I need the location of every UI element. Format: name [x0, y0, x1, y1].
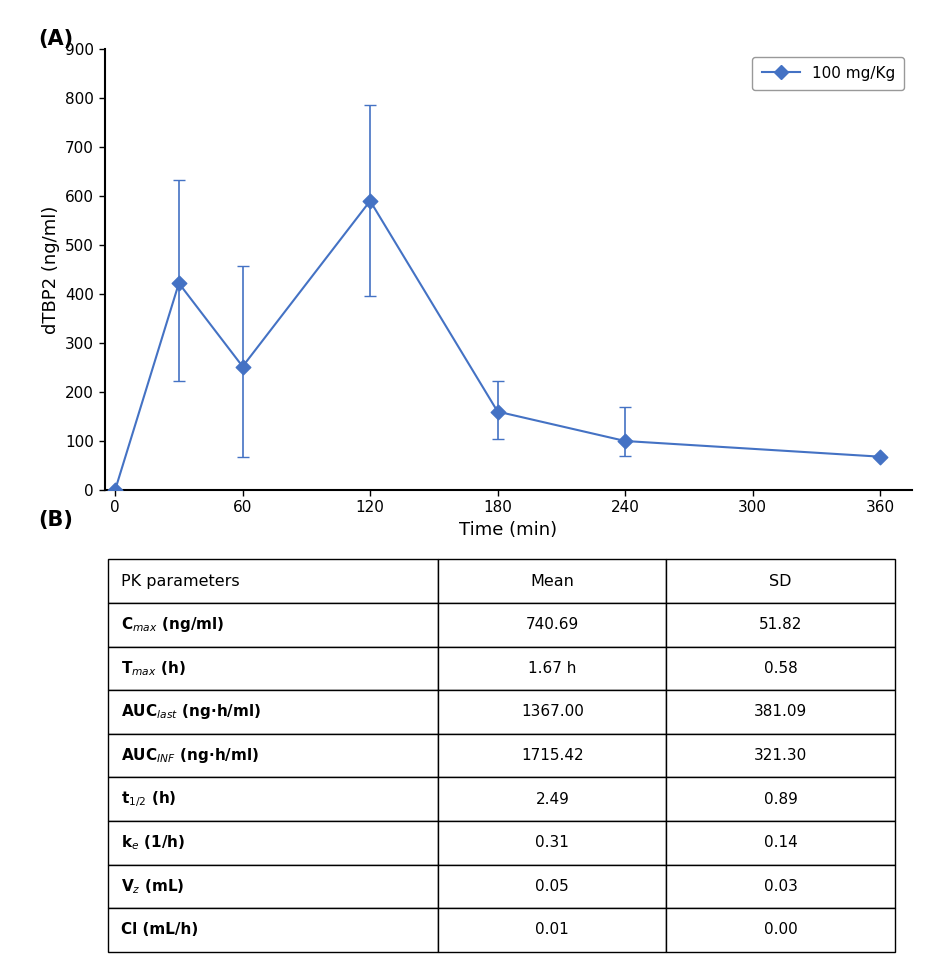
Bar	[666, 777, 895, 821]
Text: 1.67 h: 1.67 h	[528, 661, 577, 676]
Text: 321.30: 321.30	[754, 748, 808, 763]
Point	[363, 193, 378, 209]
Bar	[666, 821, 895, 864]
Bar	[108, 777, 438, 821]
Point	[107, 482, 123, 498]
Bar	[438, 821, 666, 864]
Y-axis label: dTBP2 (ng/ml): dTBP2 (ng/ml)	[42, 206, 60, 333]
Bar	[108, 690, 438, 734]
Bar	[438, 908, 666, 952]
Text: 2.49: 2.49	[536, 792, 569, 807]
Bar	[438, 603, 666, 647]
Bar	[438, 560, 666, 603]
Text: 0.00: 0.00	[764, 922, 797, 938]
Text: 0.01: 0.01	[536, 922, 569, 938]
Bar	[108, 603, 438, 647]
X-axis label: Time (min): Time (min)	[459, 521, 558, 539]
Text: 0.14: 0.14	[764, 835, 797, 851]
Text: 740.69: 740.69	[525, 617, 579, 632]
Text: SD: SD	[770, 573, 791, 589]
Point	[872, 449, 887, 465]
Bar	[666, 647, 895, 690]
Text: 0.31: 0.31	[536, 835, 569, 851]
Text: t$_{1/2}$ (h): t$_{1/2}$ (h)	[121, 789, 177, 809]
Text: (B): (B)	[38, 510, 73, 529]
Point	[618, 433, 633, 449]
Text: 51.82: 51.82	[759, 617, 802, 632]
Point	[490, 404, 505, 419]
Text: 0.05: 0.05	[536, 879, 569, 894]
Bar	[666, 690, 895, 734]
Text: k$_{e}$ (1/h): k$_{e}$ (1/h)	[121, 833, 185, 853]
Bar	[666, 603, 895, 647]
Point	[235, 359, 250, 374]
Bar	[438, 734, 666, 777]
Point	[171, 275, 186, 291]
Text: AUC$_{last}$ (ng·h/ml): AUC$_{last}$ (ng·h/ml)	[121, 703, 261, 721]
Legend: 100 mg/Kg: 100 mg/Kg	[752, 57, 904, 90]
Bar	[438, 647, 666, 690]
Bar	[108, 864, 438, 908]
Bar	[666, 560, 895, 603]
Text: Mean: Mean	[530, 573, 575, 589]
Text: 0.89: 0.89	[764, 792, 797, 807]
Text: 0.58: 0.58	[764, 661, 797, 676]
Bar	[666, 908, 895, 952]
Text: (A): (A)	[38, 29, 73, 49]
Text: Cl (mL/h): Cl (mL/h)	[121, 922, 199, 938]
Bar	[108, 647, 438, 690]
Bar	[438, 864, 666, 908]
Bar	[108, 821, 438, 864]
Bar	[666, 864, 895, 908]
Text: T$_{max}$ (h): T$_{max}$ (h)	[121, 659, 186, 678]
Text: 1715.42: 1715.42	[521, 748, 583, 763]
Bar	[108, 560, 438, 603]
Text: 381.09: 381.09	[754, 705, 808, 719]
Text: V$_{z}$ (mL): V$_{z}$ (mL)	[121, 877, 184, 896]
Bar	[108, 734, 438, 777]
Bar	[108, 908, 438, 952]
Text: 0.03: 0.03	[764, 879, 797, 894]
Text: AUC$_{INF}$ (ng·h/ml): AUC$_{INF}$ (ng·h/ml)	[121, 746, 259, 765]
Text: C$_{max}$ (ng/ml): C$_{max}$ (ng/ml)	[121, 615, 224, 634]
Bar	[666, 734, 895, 777]
Text: 1367.00: 1367.00	[521, 705, 584, 719]
Bar	[438, 777, 666, 821]
Text: PK parameters: PK parameters	[121, 573, 239, 589]
Bar	[438, 690, 666, 734]
